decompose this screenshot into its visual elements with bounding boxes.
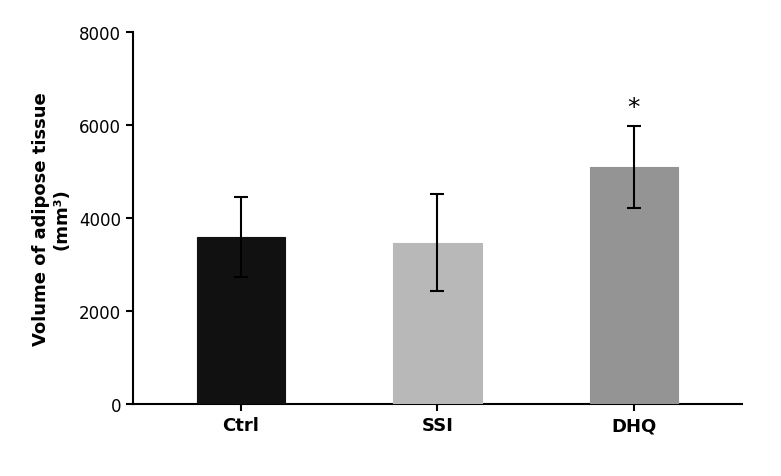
Bar — [590, 168, 678, 405]
Bar — [197, 238, 285, 405]
Text: *: * — [628, 96, 640, 120]
Bar — [393, 243, 482, 405]
Y-axis label: Volume of adipose tissue
(mm³): Volume of adipose tissue (mm³) — [32, 92, 70, 346]
